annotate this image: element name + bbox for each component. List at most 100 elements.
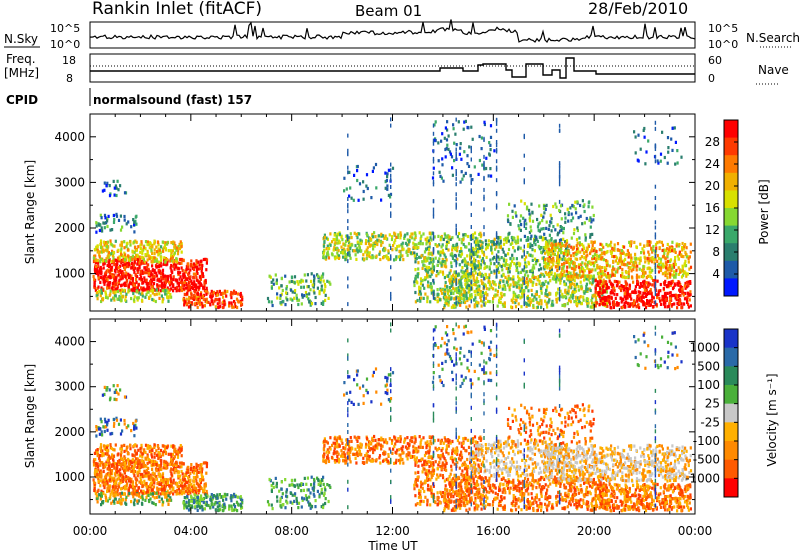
power-cell	[123, 240, 125, 243]
power-cell	[94, 284, 96, 287]
power-cell	[612, 267, 614, 270]
power-cell	[119, 275, 121, 278]
power-cell	[159, 284, 161, 287]
power-cell	[109, 275, 111, 278]
power-cell	[568, 245, 570, 248]
power-cell	[574, 262, 576, 265]
power-cell	[445, 296, 447, 299]
power-cell	[527, 297, 529, 300]
power-cell	[565, 253, 567, 256]
power-cell	[601, 248, 603, 251]
power-cell	[392, 167, 394, 170]
power-scatter	[93, 117, 693, 309]
power-cell	[535, 283, 537, 286]
power-cell	[551, 229, 553, 232]
power-cell	[656, 260, 658, 263]
power-cell	[459, 304, 461, 307]
power-cell	[446, 285, 448, 288]
power-cell	[578, 300, 580, 303]
power-cell	[112, 260, 114, 263]
power-cell	[577, 250, 579, 253]
freq-label-line1: Freq.	[6, 52, 36, 66]
power-cell	[426, 266, 428, 269]
power-cell	[461, 241, 463, 244]
power-cell	[463, 174, 465, 177]
power-cell	[145, 271, 147, 274]
power-cell	[645, 150, 647, 153]
power-cell	[129, 240, 131, 243]
power-cell	[336, 256, 338, 259]
power-cell	[494, 238, 496, 241]
power-cell	[563, 274, 565, 277]
power-cell	[205, 279, 207, 282]
power-cell	[520, 200, 522, 203]
power-cell	[99, 243, 101, 246]
power-cell	[566, 270, 568, 273]
power-cell	[470, 260, 472, 263]
power-cell	[518, 262, 520, 265]
power-cell	[164, 261, 166, 264]
power-cell	[329, 283, 331, 286]
power-cell	[670, 138, 672, 141]
power-streak	[483, 188, 484, 192]
power-cell	[136, 249, 138, 252]
power-cell	[597, 280, 599, 283]
power-streak	[496, 140, 497, 144]
power-cell	[109, 184, 111, 187]
power-cell	[565, 242, 567, 245]
power-cell	[150, 242, 152, 245]
cpid-text: normalsound (fast) 157	[93, 93, 252, 107]
power-cell	[346, 187, 348, 190]
power-streak	[559, 170, 560, 174]
power-cell	[458, 297, 460, 300]
power-cell	[336, 235, 338, 238]
power-cell	[640, 282, 642, 285]
power-cell	[360, 249, 362, 252]
power-cell	[111, 266, 113, 269]
power-cell	[638, 297, 640, 300]
power-cell	[429, 257, 431, 260]
power-cell	[115, 277, 117, 280]
power-cell	[158, 297, 160, 300]
power-cell	[442, 271, 444, 274]
power-cell	[678, 294, 680, 297]
power-cell	[485, 157, 487, 160]
power-cell	[443, 238, 445, 241]
power-cell	[642, 303, 644, 306]
power-cell	[524, 274, 526, 277]
power-cell	[98, 276, 100, 279]
power-cell	[622, 285, 624, 288]
power-cell	[439, 171, 441, 174]
power-cell	[545, 271, 547, 274]
power-cell	[582, 267, 584, 270]
power-cell	[466, 162, 468, 165]
power-cell	[350, 232, 352, 235]
power-cell	[113, 297, 115, 300]
power-cell	[157, 253, 159, 256]
power-cell	[482, 257, 484, 260]
power-cell	[444, 137, 446, 140]
power-cell	[659, 300, 661, 303]
power-streak	[390, 174, 391, 178]
power-cell	[644, 257, 646, 260]
power-cell	[660, 261, 662, 264]
power-cell	[574, 288, 576, 291]
power-cell	[597, 284, 599, 287]
power-cell	[499, 281, 501, 284]
power-cell	[306, 295, 308, 298]
power-cell	[160, 256, 162, 259]
power-cell	[151, 298, 153, 301]
power-cell	[447, 248, 449, 251]
power-cell	[615, 270, 617, 273]
power-cell	[517, 236, 519, 239]
power-streak	[433, 208, 434, 212]
power-cell	[488, 273, 490, 276]
power-cell	[662, 249, 664, 252]
power-cell	[490, 262, 492, 265]
power-streak	[456, 203, 457, 207]
power-cell	[405, 251, 407, 254]
power-cell	[676, 149, 678, 152]
power-cell	[539, 236, 541, 239]
power-cell	[531, 293, 533, 296]
power-cell	[676, 302, 678, 305]
